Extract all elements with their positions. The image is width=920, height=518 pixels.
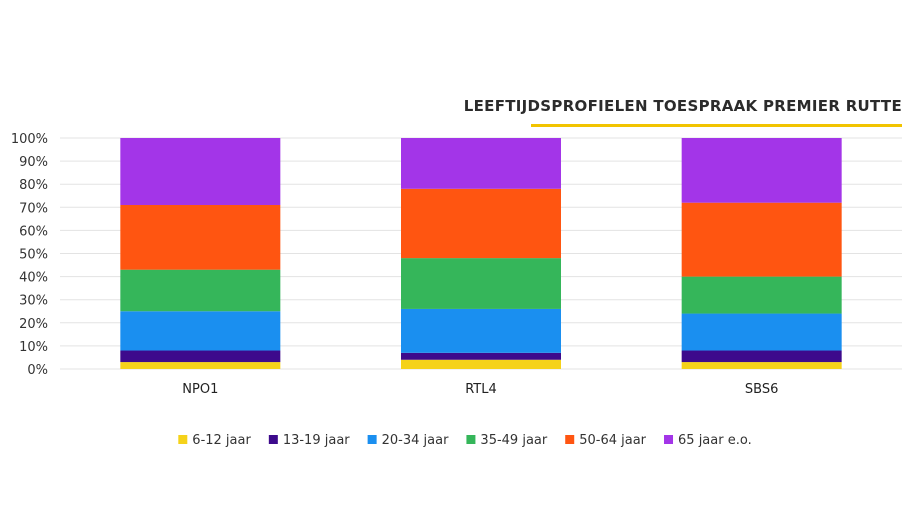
legend-item: 35-49 jaar <box>466 433 548 448</box>
chart-title: LEEFTIJDSPROFIELEN TOESPRAAK PREMIER RUT… <box>464 97 902 115</box>
legend-label: 6-12 jaar <box>192 433 251 448</box>
y-tick-label: 10% <box>19 340 48 355</box>
y-tick-label: 40% <box>19 271 48 286</box>
bar-segment <box>681 350 842 363</box>
legend-swatch <box>268 435 278 444</box>
bar-segment <box>681 313 842 351</box>
bar-segment <box>120 269 281 312</box>
bar-segment <box>681 202 842 277</box>
bar-segment <box>120 311 281 351</box>
legend-swatch <box>466 435 476 444</box>
x-category-label: NPO1 <box>182 382 218 397</box>
legend-swatch <box>367 435 377 444</box>
bar-segment <box>401 352 561 360</box>
legend-label: 13-19 jaar <box>283 433 350 448</box>
bar-segment <box>401 308 561 353</box>
legend-label: 50-64 jaar <box>579 433 646 448</box>
bar-segment <box>401 138 561 189</box>
y-tick-label: 70% <box>19 201 48 216</box>
bar-segment <box>120 204 281 270</box>
title-underline <box>531 124 902 127</box>
legend-label: 35-49 jaar <box>480 433 547 448</box>
legend-item: 50-64 jaar <box>565 433 647 448</box>
legend-label: 20-34 jaar <box>382 433 449 448</box>
bar-segment <box>401 188 561 259</box>
legend-item: 65 jaar e.o. <box>664 433 752 448</box>
bar-segment <box>681 362 842 369</box>
y-tick-label: 90% <box>19 155 48 170</box>
y-tick-label: 30% <box>19 294 48 309</box>
bar-segment <box>681 276 842 314</box>
y-axis-ticks: 0% 10% 20% 30% 40% 50% 60% 70% 80% 90% 100% <box>11 132 48 378</box>
x-axis-categories: NPO1 RTL4 SBS6 <box>182 382 778 397</box>
legend-label: 65 jaar e.o. <box>678 433 752 448</box>
bar-segment <box>401 359 561 369</box>
y-tick-label: 80% <box>19 178 48 193</box>
y-tick-label: 20% <box>19 317 48 332</box>
legend-swatch <box>664 435 674 444</box>
bar-segment <box>681 138 842 203</box>
bars <box>120 138 842 369</box>
bar-segment <box>401 258 561 309</box>
legend-item: 6-12 jaar <box>178 433 251 448</box>
x-category-label: RTL4 <box>465 382 497 397</box>
bar-segment <box>120 362 281 369</box>
legend-swatch <box>565 435 575 444</box>
bar-segment <box>120 350 281 363</box>
y-tick-label: 50% <box>19 248 48 263</box>
legend: 6-12 jaar 13-19 jaar 20-34 jaar 35-49 jaar 5… <box>178 433 752 448</box>
legend-item: 20-34 jaar <box>367 433 449 448</box>
y-tick-label: 0% <box>27 363 48 378</box>
legend-item: 13-19 jaar <box>268 433 350 448</box>
y-tick-label: 100% <box>11 132 48 147</box>
bar-segment <box>120 138 281 205</box>
x-category-label: SBS6 <box>745 382 778 397</box>
y-tick-label: 60% <box>19 224 48 239</box>
legend-swatch <box>178 435 188 444</box>
